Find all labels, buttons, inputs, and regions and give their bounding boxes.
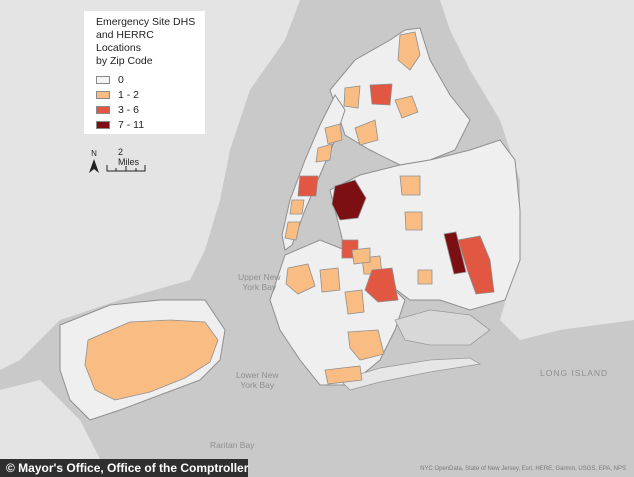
legend-label: 1 - 2 bbox=[118, 88, 140, 101]
zip-queens-1-2-a[interactable] bbox=[399, 175, 421, 196]
water-label-long-island: LONG ISLAND bbox=[540, 368, 609, 378]
zip-manhattan-mid-3-6[interactable] bbox=[297, 175, 319, 197]
zip-queens-southeast-3-6[interactable] bbox=[457, 235, 495, 295]
long-island-land bbox=[440, 0, 634, 340]
new-jersey-land bbox=[0, 0, 300, 370]
rockaway-peninsula bbox=[339, 357, 482, 391]
new-jersey-south-land bbox=[0, 380, 100, 459]
zip-bronx-west-1-2[interactable] bbox=[343, 85, 361, 109]
legend-row: 1 - 2 bbox=[96, 87, 197, 102]
water-label-upper-bay: Upper New York Bay bbox=[238, 272, 281, 292]
legend-swatch bbox=[96, 120, 110, 129]
zip-manhattan-lower-1-2[interactable] bbox=[284, 221, 301, 241]
zip-brooklyn-1-2-c[interactable] bbox=[344, 289, 365, 315]
legend-swatch bbox=[96, 90, 110, 99]
jamaica-bay-marsh bbox=[394, 309, 491, 346]
legend-title: Emergency Site DHS and HERRC Locations b… bbox=[96, 16, 196, 67]
zip-queens-jamaica-7-11[interactable] bbox=[443, 231, 467, 275]
legend-row: 3 - 6 bbox=[96, 102, 197, 117]
north-label: N bbox=[91, 149, 97, 158]
legend-label: 0 bbox=[118, 73, 124, 86]
scale-bar bbox=[106, 165, 146, 172]
zip-polygons bbox=[84, 31, 495, 401]
north-arrow-icon: N bbox=[89, 149, 99, 173]
zip-bronx-south-1-2[interactable] bbox=[354, 119, 379, 146]
legend-row: 7 - 11 bbox=[96, 117, 197, 132]
zip-brooklyn-1-2-d[interactable] bbox=[347, 329, 385, 361]
zip-brooklyn-1-2-b[interactable] bbox=[319, 267, 341, 293]
legend-label: 3 - 6 bbox=[118, 103, 140, 116]
water-label-raritan-bay: Raritan Bay bbox=[210, 440, 255, 450]
legend-swatch bbox=[96, 105, 110, 114]
zip-queens-1-2-b[interactable] bbox=[404, 211, 423, 231]
scale-bar-label: 2 Miles bbox=[118, 147, 140, 167]
zip-bronx-3-6[interactable] bbox=[369, 83, 393, 106]
scale-and-north: N 2 Miles bbox=[86, 147, 146, 177]
zip-staten-island-1-2[interactable] bbox=[84, 319, 219, 401]
water-label-lower-bay: Lower New York Bay bbox=[236, 370, 279, 390]
zip-manhattan-upper-1-2[interactable] bbox=[315, 143, 333, 163]
photo-credit: © Mayor's Office, Office of the Comptrol… bbox=[0, 459, 248, 477]
zip-bronx-north-1-2[interactable] bbox=[397, 31, 421, 71]
legend-swatch bbox=[96, 75, 110, 84]
zip-coney-island-1-2[interactable] bbox=[324, 365, 363, 385]
zip-harlem-1-2[interactable] bbox=[324, 123, 343, 145]
zip-manhattan-mid-1-2[interactable] bbox=[289, 199, 305, 215]
map-legend: Emergency Site DHS and HERRC Locations b… bbox=[84, 11, 205, 134]
zip-queens-1-2-c[interactable] bbox=[417, 269, 433, 285]
map-attribution: NYC OpenData, State of New Jersey, Esri,… bbox=[420, 466, 626, 472]
legend-row: 0 bbox=[96, 72, 197, 87]
zip-queens-lic-7-11[interactable] bbox=[331, 179, 367, 221]
zip-brooklyn-1-2-e[interactable] bbox=[351, 247, 371, 265]
zip-brooklyn-east-3-6[interactable] bbox=[364, 267, 399, 303]
zip-brooklyn-sunset-park-1-2[interactable] bbox=[285, 263, 316, 295]
zip-bronx-east-1-2[interactable] bbox=[394, 95, 419, 119]
legend-label: 7 - 11 bbox=[118, 118, 145, 131]
